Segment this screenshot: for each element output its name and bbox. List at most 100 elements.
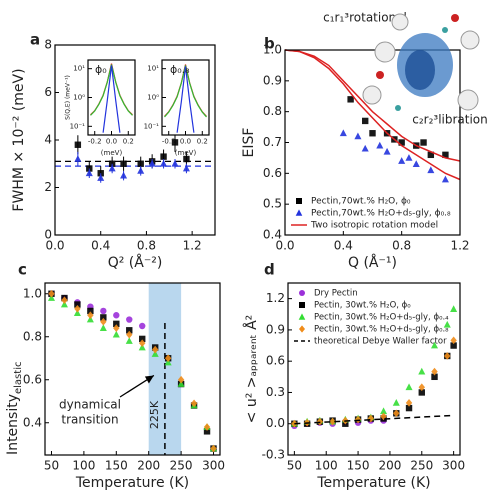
marker <box>139 339 146 348</box>
marker <box>120 171 128 179</box>
y-tick-label: 10⁰ <box>147 94 159 102</box>
marker <box>126 330 133 339</box>
marker <box>171 139 179 146</box>
plot-frame <box>161 59 210 136</box>
plot-frame <box>44 282 221 456</box>
marker <box>450 305 458 312</box>
marker <box>137 167 145 174</box>
marker <box>418 389 425 396</box>
atom <box>451 14 459 22</box>
marker <box>74 301 81 308</box>
marker <box>431 367 438 376</box>
plot-frame <box>87 59 136 136</box>
marker <box>362 117 369 125</box>
series-line <box>284 49 461 181</box>
x-tick-label: 200 <box>137 458 160 472</box>
atom <box>457 89 479 111</box>
annotation: c₁r₁³rotational <box>323 11 407 25</box>
marker <box>369 130 376 137</box>
y-tick-label: 10⁰ <box>73 94 85 102</box>
marker <box>182 164 190 172</box>
molecule <box>405 50 435 90</box>
marker <box>347 96 354 103</box>
legend-label: Pectin, 30wt.% H₂O+d₅-gly, ϕ₀.₄ <box>314 313 449 323</box>
y-tick-label: 1.0 <box>23 286 42 300</box>
x-tick-label: 50 <box>44 458 59 472</box>
y-tick-label: 0.6 <box>263 166 282 180</box>
x-axis-label: Q (Å⁻¹) <box>348 254 397 271</box>
annotation-arrowhead <box>144 375 154 384</box>
atom <box>376 71 384 79</box>
marker <box>125 337 133 344</box>
marker <box>190 399 198 408</box>
y-tick-label: 0.8 <box>263 104 282 118</box>
series-line <box>176 66 195 133</box>
marker <box>398 139 405 146</box>
y-tick-label: 0.3 <box>266 385 285 399</box>
atom <box>391 13 409 31</box>
y-tick-label: 0 <box>44 228 52 242</box>
x-tick-label: 0.2 <box>197 137 208 145</box>
marker <box>126 316 133 323</box>
marker <box>376 141 384 149</box>
marker <box>393 409 400 418</box>
marker <box>418 383 425 392</box>
marker <box>398 157 406 164</box>
y-tick-label: 1.0 <box>263 43 282 57</box>
y-tick-label: 0.6 <box>23 372 42 386</box>
marker <box>137 160 144 167</box>
y-tick-label: 0.7 <box>263 135 282 149</box>
marker <box>113 324 120 332</box>
marker <box>139 335 146 343</box>
series-line <box>284 49 461 162</box>
marker <box>113 320 120 328</box>
inset-title: ϕ₀ <box>95 63 107 76</box>
x-tick-label: 0.0 <box>275 238 294 252</box>
marker <box>380 407 388 415</box>
marker <box>329 417 336 426</box>
plot-area <box>88 60 135 135</box>
marker <box>444 352 451 360</box>
x-tick-label: -0.2 <box>162 137 176 145</box>
marker <box>139 322 146 330</box>
x-tick-label: 200 <box>378 458 401 472</box>
y-axis-label: < u² >ₐₚₚₐᵣₑₙₜ Å² <box>243 315 260 424</box>
series-line <box>90 64 133 116</box>
y-tick-label: 8 <box>44 38 52 52</box>
y-axis-label: FWHM × 10⁻² (meV) <box>11 68 27 211</box>
marker <box>183 155 190 163</box>
x-axis-label: Temperature (K) <box>316 475 430 491</box>
y-tick-label: 10¹ <box>73 65 85 73</box>
marker <box>427 166 435 174</box>
marker <box>443 320 451 328</box>
marker <box>151 345 159 354</box>
series-line <box>164 65 207 118</box>
marker <box>441 175 449 183</box>
y-tick-label: 0.4 <box>23 415 42 429</box>
marker <box>171 159 179 167</box>
panel-label: a <box>30 31 40 49</box>
x-axis-label: Temperature (K) <box>75 475 189 491</box>
y-axis-label-subscript: elastic <box>13 362 24 394</box>
atom <box>460 30 480 50</box>
marker <box>203 428 211 435</box>
legend-swatch <box>299 290 305 296</box>
plot-area <box>162 60 209 135</box>
x-tick-label: 0.0 <box>106 137 117 145</box>
marker <box>126 327 133 334</box>
x-axis-label: (meV) <box>175 149 197 157</box>
marker <box>97 174 105 181</box>
legend-swatch <box>296 198 302 204</box>
marker <box>160 159 168 167</box>
legend-label: theoretical Debye Waller factor <box>314 337 447 347</box>
legend-swatch <box>295 209 303 216</box>
marker <box>100 314 107 321</box>
annotation: dynamical <box>59 398 121 412</box>
marker <box>383 147 391 155</box>
marker <box>361 144 369 152</box>
y-axis-label: EISF <box>241 128 257 158</box>
legend-label: Pectin,70wt.% H₂O+d₅-gly, ϕ₀.₈ <box>311 209 451 219</box>
annotation: c₂r₂³libration <box>412 113 488 127</box>
legend-label: Pectin, 30wt.% H₂O, ϕ₀ <box>314 301 411 311</box>
marker <box>100 317 107 326</box>
